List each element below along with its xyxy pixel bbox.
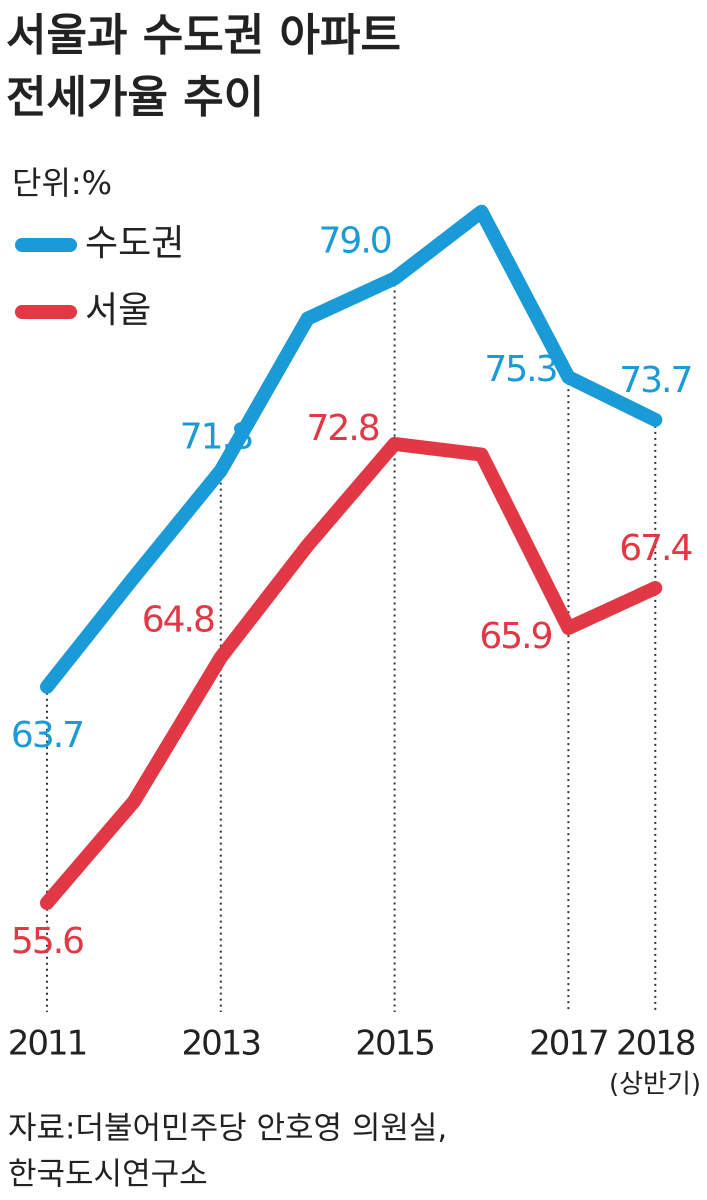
unit-label: 단위:% [12, 164, 112, 202]
x-tick-label: 2015 [355, 1024, 434, 1064]
series-line [40, 436, 663, 910]
chart-title: 서울과 수도권 아파트 [6, 10, 401, 61]
source: 자료:더불어민주당 안호영 의원실, [8, 1111, 447, 1147]
value-label: 73.7 [619, 360, 691, 401]
x-note: (상반기) [609, 1070, 701, 1100]
x-tick-label: 2017 [529, 1024, 608, 1064]
legend-label: 서울 [85, 290, 151, 331]
value-label: 64.8 [142, 599, 214, 640]
value-label: 71.8 [180, 417, 252, 458]
value-label: 65.9 [479, 616, 551, 657]
x-tick-label: 2011 [8, 1024, 87, 1064]
x-tick-label: 2018 [616, 1024, 695, 1064]
value-label: 63.7 [11, 715, 83, 756]
value-label: 72.8 [307, 408, 379, 449]
chart-title: 전세가율 추이 [6, 72, 264, 123]
series-line [40, 204, 663, 694]
value-label: 67.4 [619, 528, 691, 569]
source: 한국도시연구소 [8, 1157, 208, 1193]
value-label: 55.6 [11, 921, 83, 962]
x-tick-label: 2013 [182, 1024, 261, 1064]
value-label: 75.3 [484, 349, 556, 390]
legend-label: 수도권 [85, 223, 184, 264]
value-label: 79.0 [319, 220, 391, 261]
